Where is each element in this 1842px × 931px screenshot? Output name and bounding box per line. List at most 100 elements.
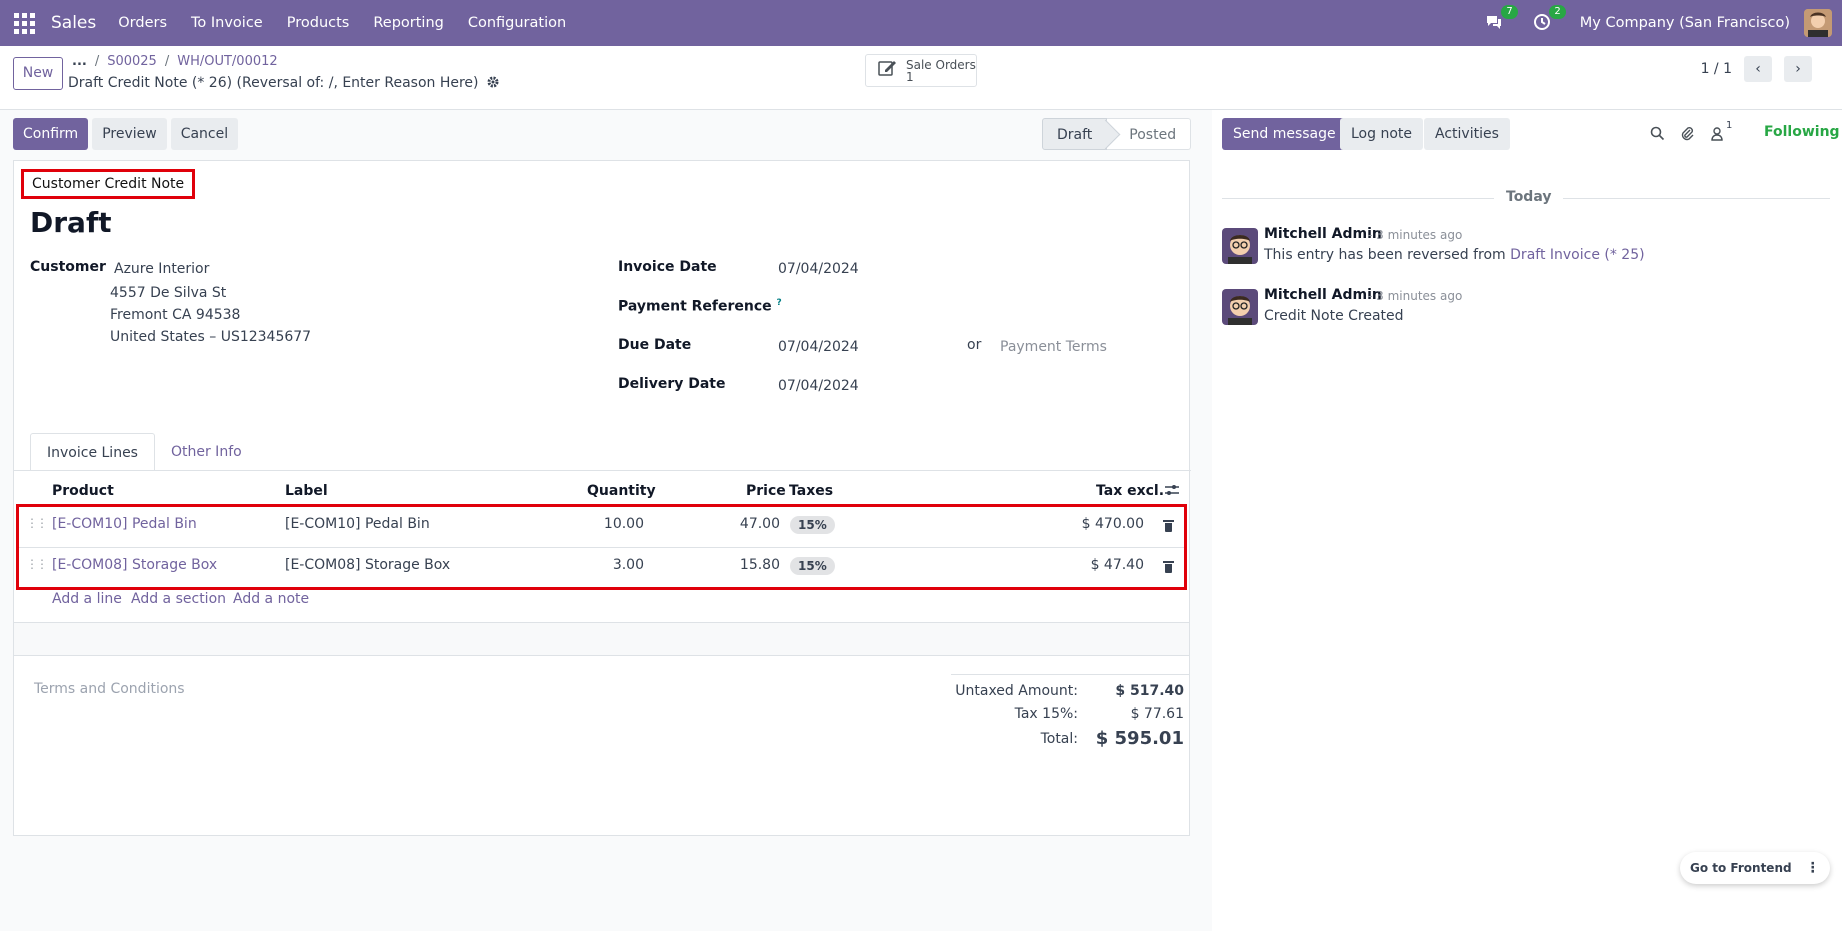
followers-count: 1 (1726, 120, 1733, 131)
menu-products[interactable]: Products (286, 15, 350, 31)
column-tax-excl[interactable]: Tax excl. (1096, 483, 1165, 499)
sale-orders-smart-button[interactable]: Sale Orders 1 (865, 54, 977, 87)
breadcrumb-sale-order[interactable]: S00025 (107, 54, 157, 69)
following-toggle[interactable]: Following (1764, 124, 1840, 140)
column-taxes[interactable]: Taxes (789, 483, 834, 499)
form-sheet: Customer Credit Note Draft Customer Azur… (13, 160, 1191, 836)
followers-icon[interactable]: 1 (1710, 120, 1732, 145)
record-title-row: Draft Credit Note (* 26) (Reversal of: /… (68, 75, 499, 91)
breadcrumb-delivery[interactable]: WH/OUT/00012 (177, 54, 278, 69)
delivery-date-field[interactable]: 07/04/2024 (778, 378, 859, 394)
search-icon[interactable] (1650, 126, 1665, 145)
activities-button[interactable]: Activities (1424, 118, 1510, 150)
customer-address-line2: Fremont CA 94538 (110, 307, 241, 323)
trash-icon[interactable] (1163, 520, 1174, 532)
due-date-field[interactable]: 07/04/2024 (778, 339, 859, 355)
line-2-tax-badge[interactable]: 15% (790, 557, 835, 575)
activity-clock-icon[interactable]: 2 (1532, 5, 1566, 33)
date-separator-label: Today (1494, 189, 1564, 205)
drag-handle-icon[interactable]: ⋮⋮ (26, 516, 48, 530)
menu-orders[interactable]: Orders (118, 15, 168, 31)
cancel-button[interactable]: Cancel (170, 118, 239, 150)
menu-reporting[interactable]: Reporting (373, 15, 444, 31)
payment-terms-field[interactable]: Payment Terms (1000, 339, 1107, 355)
optional-columns-icon[interactable] (1164, 483, 1180, 501)
line-2-price[interactable]: 15.80 (739, 557, 780, 573)
go-to-frontend-button[interactable]: Go to Frontend (1690, 861, 1792, 875)
smart-button-label: Sale Orders (906, 57, 976, 72)
customer-address-line1: 4557 De Silva St (110, 285, 227, 301)
line-2-quantity[interactable]: 3.00 (612, 557, 644, 573)
column-label[interactable]: Label (285, 483, 328, 499)
pager-previous-icon[interactable]: ‹ (1744, 56, 1772, 82)
chat-icon[interactable]: 7 (1484, 5, 1518, 33)
line-1-subtotal: $ 470.00 (1081, 516, 1144, 532)
go-to-frontend-widget: Go to Frontend ⋮ (1680, 852, 1830, 884)
state-title: Draft (30, 206, 112, 239)
breadcrumb-more[interactable]: ... (72, 54, 87, 69)
menu-configuration[interactable]: Configuration (467, 15, 567, 31)
activity-count-badge: 2 (1549, 5, 1566, 19)
message-1-time: - 3 minutes ago (1368, 228, 1463, 242)
pager-next-icon[interactable]: › (1784, 56, 1812, 82)
breadcrumb: ... / S00025 / WH/OUT/00012 (72, 54, 278, 69)
add-note-link[interactable]: Add a note (233, 591, 310, 607)
add-line-link[interactable]: Add a line (52, 591, 122, 607)
message-1-link[interactable]: Draft Invoice (* 25) (1510, 247, 1645, 263)
stage-draft[interactable]: Draft (1042, 118, 1108, 150)
line-2-label[interactable]: [E-COM08] Storage Box (285, 557, 451, 573)
tab-other-info[interactable]: Other Info (170, 444, 242, 460)
trash-icon[interactable] (1163, 561, 1174, 573)
due-date-label: Due Date (618, 337, 692, 353)
total-value: $ 595.01 (1095, 728, 1184, 749)
app-brand[interactable]: Sales (51, 13, 97, 33)
log-note-button[interactable]: Log note (1340, 118, 1423, 150)
customer-label: Customer (30, 259, 106, 275)
confirm-button[interactable]: Confirm (13, 118, 89, 150)
delivery-date-label: Delivery Date (618, 376, 726, 392)
line-1-price[interactable]: 47.00 (739, 516, 780, 532)
move-type-label: Customer Credit Note (21, 169, 196, 199)
send-message-button[interactable]: Send message (1222, 118, 1347, 150)
preview-button[interactable]: Preview (92, 118, 167, 150)
customer-name[interactable]: Azure Interior (114, 261, 210, 277)
tax-label: Tax 15%: (1014, 706, 1078, 722)
chat-count-badge: 7 (1501, 5, 1518, 19)
column-product[interactable]: Product (52, 483, 114, 499)
author-avatar[interactable] (1222, 228, 1258, 264)
tax-value: $ 77.61 (1130, 706, 1184, 722)
status-stages: Draft Posted (1042, 118, 1192, 150)
paperclip-icon[interactable] (1680, 126, 1695, 145)
pager-value[interactable]: 1 / 1 (1700, 61, 1732, 77)
tab-invoice-lines[interactable]: Invoice Lines (30, 433, 155, 471)
payment-reference-label-text: Payment Reference (618, 298, 772, 315)
gear-icon[interactable] (487, 76, 499, 91)
column-price[interactable]: Price (746, 483, 786, 499)
or-text: or (967, 337, 982, 353)
message-1-text: This entry has been reversed from (1264, 247, 1511, 263)
line-2-product[interactable]: [E-COM08] Storage Box (52, 557, 218, 573)
user-avatar[interactable] (1804, 9, 1832, 37)
total-label: Total: (1040, 731, 1078, 747)
message-2-author[interactable]: Mitchell Admin (1264, 287, 1382, 303)
terms-and-conditions-field[interactable]: Terms and Conditions (34, 681, 185, 697)
drag-handle-icon[interactable]: ⋮⋮ (26, 557, 48, 571)
record-title: Draft Credit Note (* 26) (Reversal of: /… (68, 75, 479, 91)
line-1-product[interactable]: [E-COM10] Pedal Bin (52, 516, 197, 532)
company-switcher[interactable]: My Company (San Francisco) (1579, 15, 1790, 31)
invoice-date-field[interactable]: 07/04/2024 (778, 261, 859, 277)
more-options-icon[interactable]: ⋮ (1805, 860, 1820, 876)
help-tooltip-icon[interactable]: ? (776, 298, 782, 308)
new-button[interactable]: New (13, 57, 63, 90)
message-1-author[interactable]: Mitchell Admin (1264, 226, 1382, 242)
column-quantity[interactable]: Quantity (587, 483, 656, 499)
untaxed-amount-value: $ 517.40 (1115, 683, 1184, 699)
line-1-quantity[interactable]: 10.00 (603, 516, 644, 532)
menu-to-invoice[interactable]: To Invoice (191, 15, 263, 31)
line-1-tax-badge[interactable]: 15% (790, 516, 835, 534)
author-avatar[interactable] (1222, 289, 1258, 325)
add-section-link[interactable]: Add a section (131, 591, 227, 607)
line-1-label[interactable]: [E-COM10] Pedal Bin (285, 516, 430, 532)
apps-menu-icon[interactable] (14, 12, 36, 34)
stage-posted[interactable]: Posted (1107, 118, 1192, 150)
